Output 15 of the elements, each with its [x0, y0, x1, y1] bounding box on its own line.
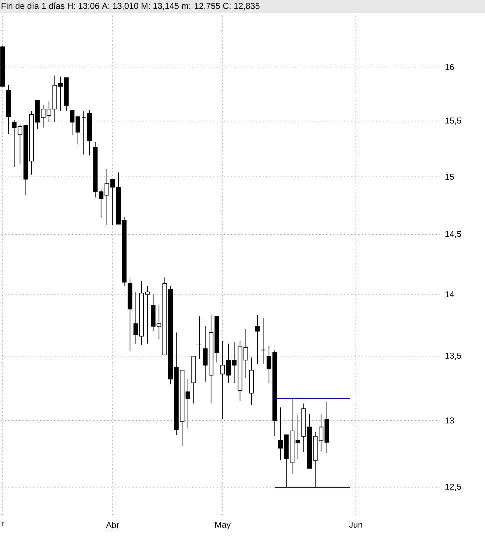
y-tick-label: 14,5: [446, 231, 462, 238]
candlestick: [250, 357, 254, 406]
y-tick-label: 16: [446, 64, 454, 70]
x-tick-label: May: [216, 522, 231, 530]
y-tick-label: 13,5: [446, 352, 462, 360]
y-tick-label: 14: [446, 292, 454, 298]
y-tick-label: 15,5: [446, 118, 462, 125]
y-tick-label: 13: [446, 418, 454, 424]
chart-title: Fin de día 1 días H: 13:06 A: 13,010 M: 13,145 m: 12,755 C: 12,835: [2, 2, 260, 10]
x-tick-label: Abr: [106, 522, 120, 528]
y-tick-label: 12,5: [446, 484, 462, 492]
y-tick-label: 15: [446, 174, 454, 180]
candlestick: [255, 315, 260, 364]
x-tick-label: r: [2, 522, 4, 527]
x-tick-label: Jun: [349, 522, 362, 528]
